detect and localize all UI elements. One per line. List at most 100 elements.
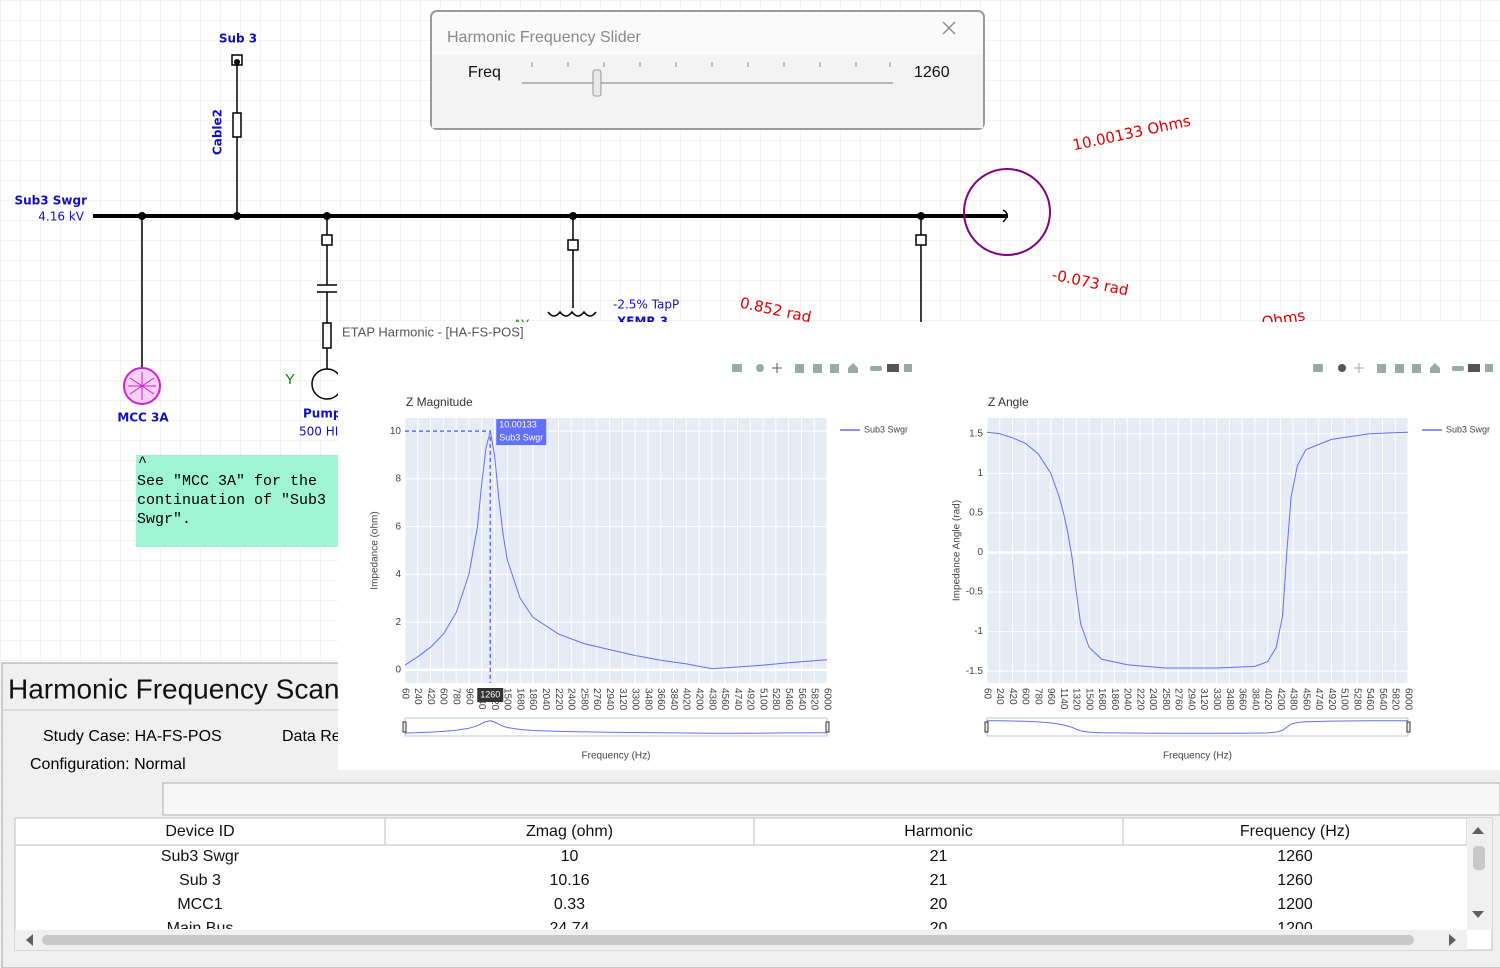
x-tick-label: 4740 [732,688,743,711]
x-tick-label: 4380 [1288,688,1299,711]
range-handle[interactable] [825,721,830,733]
modebar[interactable] [732,363,1493,373]
y-tick-label: 0.5 [969,508,983,519]
v-scroll-thumb[interactable] [1473,846,1485,870]
x-tick-label: 4920 [1326,688,1337,711]
report-panel: Harmonic Frequency Scan Study Case: HA-F… [1,662,1500,968]
x-tick-label: 5280 [770,688,781,711]
slider-thumb[interactable] [592,69,602,97]
x-tick-label: 1860 [1109,688,1120,711]
table-cell: 10 [561,848,579,865]
y-tick-label: 10 [390,426,402,437]
x-tick-label: 4740 [1313,688,1324,711]
line-series [404,430,828,670]
x-tick-label: 6000 [821,688,832,711]
bus-label: Sub3 Swgr [14,194,87,208]
note-line: See "MCC 3A" for the [137,473,317,490]
x-tick-label: 4560 [1300,688,1311,711]
column-header: Frequency (Hz) [1240,823,1350,840]
cable-label: Cable2 [211,109,225,155]
table-cell: 21 [930,872,948,889]
table-cell: 21 [930,848,948,865]
y-tick-label: 4 [395,569,401,580]
hover-series: Sub3 Swgr [499,432,543,442]
study-case: Study Case: HA-FS-POS [43,728,222,745]
x-axis-label: Frequency (Hz) [1163,751,1232,762]
table-header [14,817,1468,846]
slider-dialog: Harmonic Frequency Slider Freq 1260 [430,10,985,130]
close-button[interactable] [942,21,956,35]
chart-title: Z Angle [988,395,1029,409]
table-cell: Main Bus [167,920,234,937]
table-cell: Sub3 Swgr [161,848,240,865]
x-tick-label: 960 [1045,688,1056,705]
x-tick-label: 60 [399,688,410,700]
table-cell: 20 [930,896,948,913]
hover-spike [405,430,492,683]
x-tick-label: 780 [1032,688,1043,705]
x-tick-label: 2940 [1185,688,1196,711]
x-tick-label: 1860 [527,688,538,711]
x-tick-label: 5640 [1377,688,1388,711]
slider-ticks [531,62,891,67]
connection-mark: Y [285,371,295,388]
range-handle[interactable] [984,721,989,733]
y-tick-label: -1 [974,626,983,637]
x-tick-label: 2400 [566,688,577,711]
x-tick-label: 2040 [540,688,551,711]
x-tick-label: 5100 [757,688,768,711]
filter-box[interactable] [162,782,1500,816]
panel-title: Harmonic Frequency Scan [8,673,339,704]
hover-x-value: 1260 [480,689,500,699]
x-tick-label: 600 [438,688,449,705]
table-cell: 10.16 [549,872,589,889]
x-tick-label: 3660 [1237,688,1248,711]
note: ^ See "MCC 3A" for the continuation of "… [136,455,338,547]
x-axis-label: Frequency (Hz) [582,751,651,762]
x-tick-label: 3120 [617,688,628,711]
x-tick-label: 3660 [655,688,666,711]
x-tick-label: 5820 [809,688,820,711]
x-tick-label: 1500 [1083,688,1094,711]
x-tick-label: 1680 [1096,688,1107,711]
x-tick-label: 3840 [1249,688,1260,711]
y-tick-label: 6 [395,521,401,532]
x-tick-label: 5820 [1390,688,1401,711]
x-tick-label: 3300 [630,688,641,711]
x-tick-label: 3120 [1198,688,1209,711]
dialog-title: Harmonic Frequency Slider [447,29,642,46]
column-header: Harmonic [904,823,972,840]
note-line: continuation of "Sub3 [137,492,326,509]
x-tick-label: 5460 [1364,688,1375,711]
slider-track[interactable] [522,82,893,84]
range-handle[interactable] [402,721,407,733]
x-tick-label: 2400 [1147,688,1158,711]
bus-nodes [138,59,925,220]
x-tick-label: 1320 [1071,688,1082,711]
x-tick-label: 2220 [553,688,564,711]
motor-label: Pump [303,407,342,421]
bus-voltage: 4.16 kV [38,210,84,224]
slider-label: Freq [468,64,501,81]
hover-box [496,419,547,446]
x-tick-label: 960 [463,688,474,705]
table-cell: 0.33 [554,896,585,913]
y-tick-label: 0 [977,547,983,558]
h-scroll-thumb[interactable] [42,935,1414,945]
impedance-circle [963,168,1051,256]
slider-value: 1260 [914,64,950,81]
x-tick-label: 4020 [681,688,692,711]
y-axis-label: Impedance Angle (rad) [952,500,963,601]
y-tick-label: 1.5 [969,428,983,439]
mcc-hatch [128,372,156,400]
x-tick-label: 4020 [1262,688,1273,711]
x-tick-label: 4380 [706,688,717,711]
note-box [136,455,338,547]
x-tick-label: 240 [412,688,423,705]
line-series [986,431,1409,669]
range-handle[interactable] [1406,721,1411,733]
x-tick-label: 5460 [783,688,794,711]
x-tick-label: 2040 [1122,688,1133,711]
